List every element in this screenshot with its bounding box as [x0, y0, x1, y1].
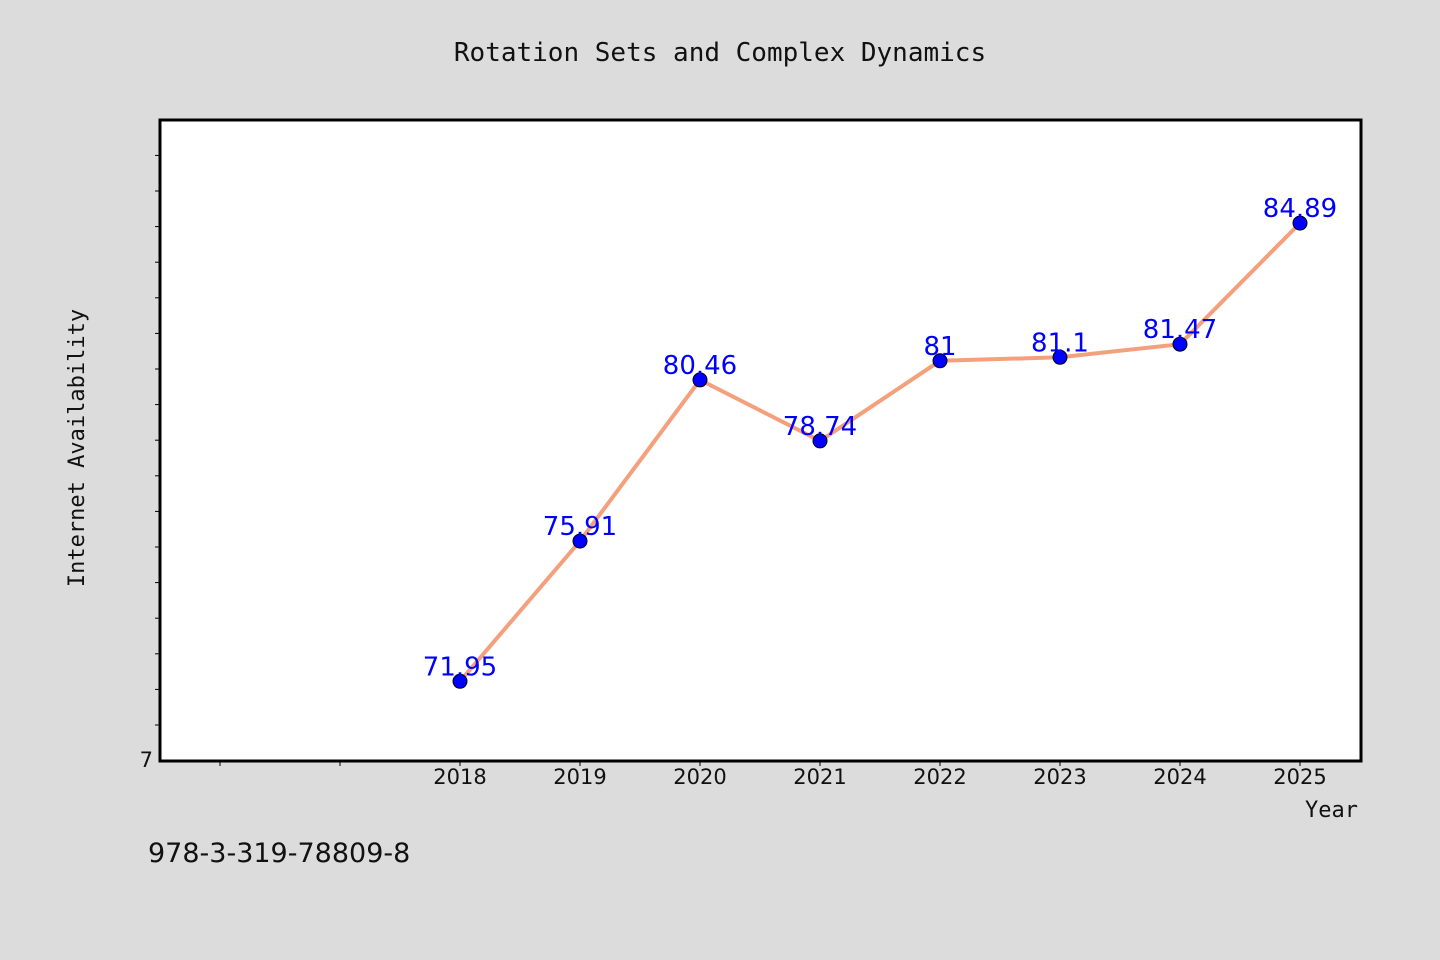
y-tick-label: 7: [140, 748, 153, 772]
x-tick-label: 2021: [793, 765, 846, 789]
x-tick-label: 2022: [913, 765, 966, 789]
data-point: [692, 372, 708, 388]
x-tick-label: 2025: [1273, 765, 1326, 789]
x-tick-label: 2019: [553, 765, 606, 789]
data-label: 71.95: [423, 652, 497, 682]
series-layer: 71.95 75.91 80.46 78.74 81 81.1 81.47 84.89: [423, 194, 1337, 689]
data-label: 84.89: [1263, 194, 1337, 224]
x-axis-label: Year: [1305, 798, 1358, 823]
x-tick-label: 2018: [433, 765, 486, 789]
data-label: 78.74: [783, 412, 857, 442]
x-tick-label: 2023: [1033, 765, 1086, 789]
data-point: [932, 353, 948, 369]
data-label: 75.91: [543, 512, 617, 542]
data-point: [1172, 336, 1188, 352]
data-point: [812, 433, 828, 449]
y-axis-label: Internet Availability: [65, 309, 90, 587]
chart-title: Rotation Sets and Complex Dynamics: [454, 38, 986, 68]
x-tick-label: 2020: [673, 765, 726, 789]
data-point: [452, 673, 468, 689]
data-label: 80.46: [663, 351, 737, 381]
x-axis-ticks: 2018 2019 2020 2021 2022 2023 2024 2025: [219, 761, 1327, 789]
isbn-footer: 978-3-319-78809-8: [148, 838, 410, 869]
plot-frame: [158, 118, 1363, 763]
data-point: [1052, 349, 1068, 365]
data-point: [1292, 215, 1308, 231]
x-tick-label: 2024: [1153, 765, 1206, 789]
data-label: 81.47: [1143, 315, 1217, 345]
data-point: [572, 533, 588, 549]
data-label: 81.1: [1031, 328, 1089, 358]
data-label: 81: [923, 332, 956, 362]
series-line: [458, 221, 1302, 683]
plot-area: [160, 120, 1361, 761]
